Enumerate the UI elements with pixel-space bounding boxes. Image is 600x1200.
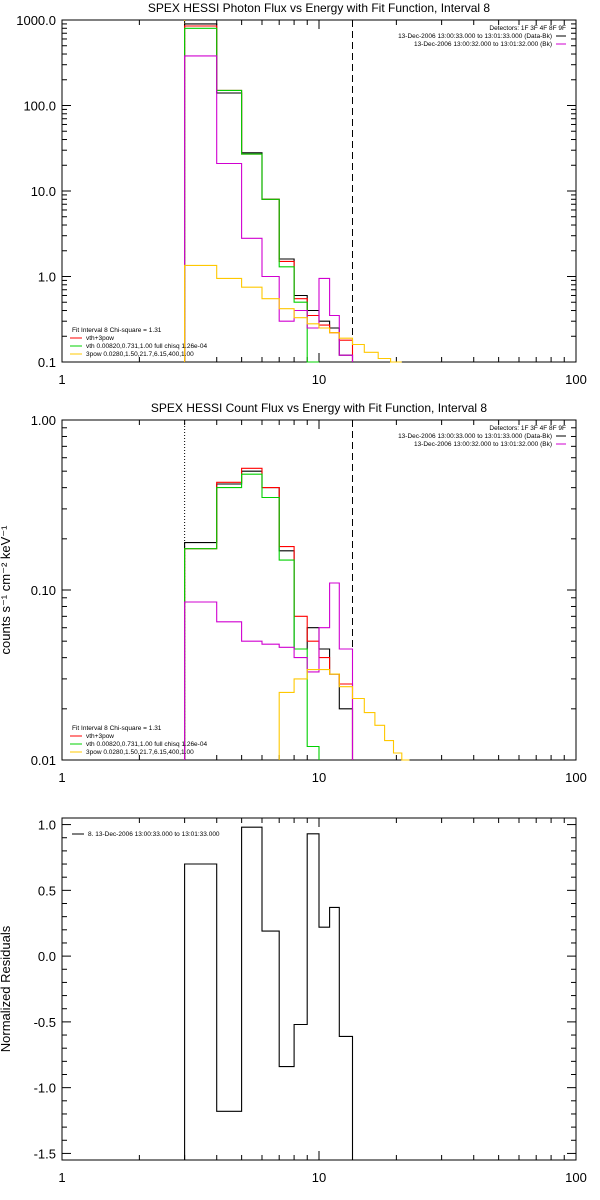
legend-top-entry: Detectors: 1F 3F 4F 8F 9F bbox=[489, 425, 566, 432]
y-tick-label: 0.10 bbox=[31, 583, 56, 598]
series-4-histogram bbox=[278, 669, 410, 761]
y-tick-label: 100.0 bbox=[23, 99, 56, 114]
residual-legend-label: 8. 13-Dec-2006 13:00:33.000 to 13:01:33.… bbox=[88, 831, 220, 838]
legend-bottom-entry: Fit Interval 8 Chi-square = 1.31 bbox=[72, 725, 162, 732]
x-tick-label: 1 bbox=[58, 770, 65, 785]
legend-bottom-entry: 3pow 0.0280,1.50,21.7,6.15,400,1.00 bbox=[86, 351, 194, 358]
x-tick-label: 1 bbox=[58, 372, 65, 387]
chart-panel-2: SPEX HESSI Count Flux vs Energy with Fit… bbox=[0, 401, 587, 785]
series-2-histogram bbox=[184, 473, 320, 760]
y-tick-label: 10.0 bbox=[31, 184, 56, 199]
x-tick-label: 100 bbox=[565, 372, 587, 387]
legend-top-entry: Detectors: 1F 3F 4F 8F 9F bbox=[489, 25, 566, 32]
y-tick-label: 0.01 bbox=[31, 753, 56, 768]
y-tick-label: -0.5 bbox=[34, 1015, 56, 1030]
y-tick-label: 0.1 bbox=[38, 355, 56, 370]
series-0-histogram bbox=[184, 826, 354, 1160]
legend-bottom-entry: vth+3pow bbox=[86, 335, 114, 342]
y-tick-label: 0.5 bbox=[38, 883, 56, 898]
series-2-histogram bbox=[184, 27, 319, 363]
legend-bottom-entry: Fit Interval 8 Chi-square = 1.31 bbox=[72, 327, 162, 334]
y-tick-label: 0.0 bbox=[38, 949, 56, 964]
legend-bottom-entry: vth 0.00820,0.731,1.00 full chisq 1.26e-… bbox=[86, 741, 207, 748]
series-3-histogram bbox=[184, 582, 354, 760]
x-tick-label: 10 bbox=[312, 770, 326, 785]
y-axis-title: Normalized Residuals bbox=[0, 925, 13, 1052]
chart-panel-3: 1 10 100 -1.5 -1.0 -0.5 0.0 0.5 1.0 Normalized Re… bbox=[0, 817, 587, 1185]
legend-bottom-entry: vth 0.00820,0.731,1.00 full chisq 1.26e-… bbox=[86, 343, 207, 350]
y-tick-label: -1.0 bbox=[34, 1081, 56, 1096]
legend-top-entry: 13-Dec-2006 13:00:33.000 to 13:01:33.000… bbox=[398, 433, 552, 440]
series-4-histogram bbox=[184, 264, 402, 363]
legend-top-entry: 13-Dec-2006 13:00:33.000 to 13:01:33.000… bbox=[398, 33, 552, 40]
chart-title: SPEX HESSI Count Flux vs Energy with Fit… bbox=[151, 401, 487, 415]
y-tick-label: -1.5 bbox=[34, 1146, 56, 1161]
x-tick-label: 1 bbox=[58, 1170, 65, 1185]
chart-panel-1: SPEX HESSI Photon Flux vs Energy with Fi… bbox=[16, 1, 587, 387]
y-tick-label: 1.0 bbox=[38, 270, 56, 285]
chart-title: SPEX HESSI Photon Flux vs Energy with Fi… bbox=[148, 1, 490, 15]
y-tick-label: 1.0 bbox=[38, 818, 56, 833]
legend-top-entry: 13-Dec-2006 13:00:32.000 to 13:01:32.000… bbox=[414, 41, 552, 48]
x-tick-label: 100 bbox=[565, 770, 587, 785]
x-tick-label: 10 bbox=[312, 372, 326, 387]
legend-bottom-entry: 3pow 0.0280,1.50,21.7,6.15,400,1.00 bbox=[86, 749, 194, 756]
y-axis-title: counts s⁻¹ cm⁻² keV⁻¹ bbox=[0, 525, 13, 655]
x-tick-label: 100 bbox=[565, 1170, 587, 1185]
x-tick-label: 10 bbox=[312, 1170, 326, 1185]
legend-bottom-entry: vth+3pow bbox=[86, 733, 114, 740]
y-tick-label: 1.00 bbox=[31, 413, 56, 428]
y-tick-label: 1000.0 bbox=[16, 13, 56, 28]
legend-top-entry: 13-Dec-2006 13:00:32.000 to 13:01:32.000… bbox=[414, 441, 552, 448]
